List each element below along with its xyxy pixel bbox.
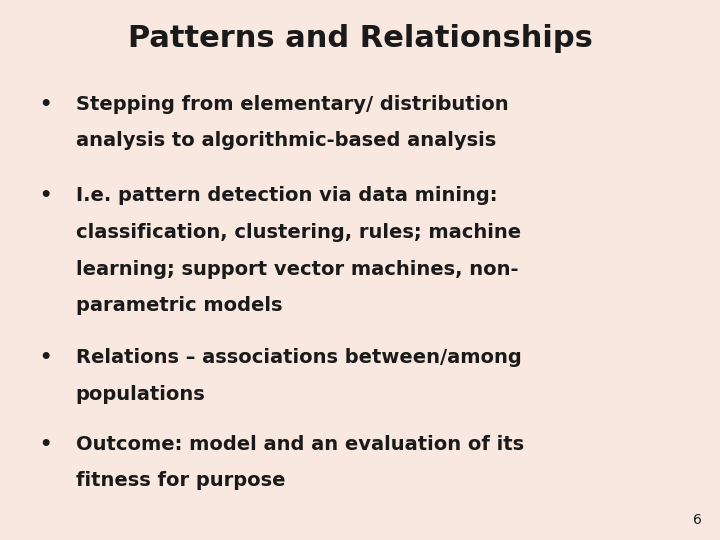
Text: classification, clustering, rules; machine: classification, clustering, rules; machi…: [76, 223, 521, 242]
Text: learning; support vector machines, non-: learning; support vector machines, non-: [76, 260, 518, 279]
Text: I.e. pattern detection via data mining:: I.e. pattern detection via data mining:: [76, 186, 497, 205]
Text: fitness for purpose: fitness for purpose: [76, 471, 285, 490]
Text: Relations – associations between/among: Relations – associations between/among: [76, 348, 521, 367]
Text: Stepping from elementary/ distribution: Stepping from elementary/ distribution: [76, 94, 508, 113]
Text: 6: 6: [693, 512, 702, 526]
Text: •: •: [40, 348, 52, 367]
Text: populations: populations: [76, 385, 205, 404]
Text: •: •: [40, 435, 52, 454]
Text: analysis to algorithmic-based analysis: analysis to algorithmic-based analysis: [76, 131, 496, 150]
Text: Patterns and Relationships: Patterns and Relationships: [127, 24, 593, 53]
Text: •: •: [40, 186, 52, 205]
Text: parametric models: parametric models: [76, 296, 282, 315]
Text: Outcome: model and an evaluation of its: Outcome: model and an evaluation of its: [76, 435, 523, 454]
Text: •: •: [40, 94, 52, 113]
